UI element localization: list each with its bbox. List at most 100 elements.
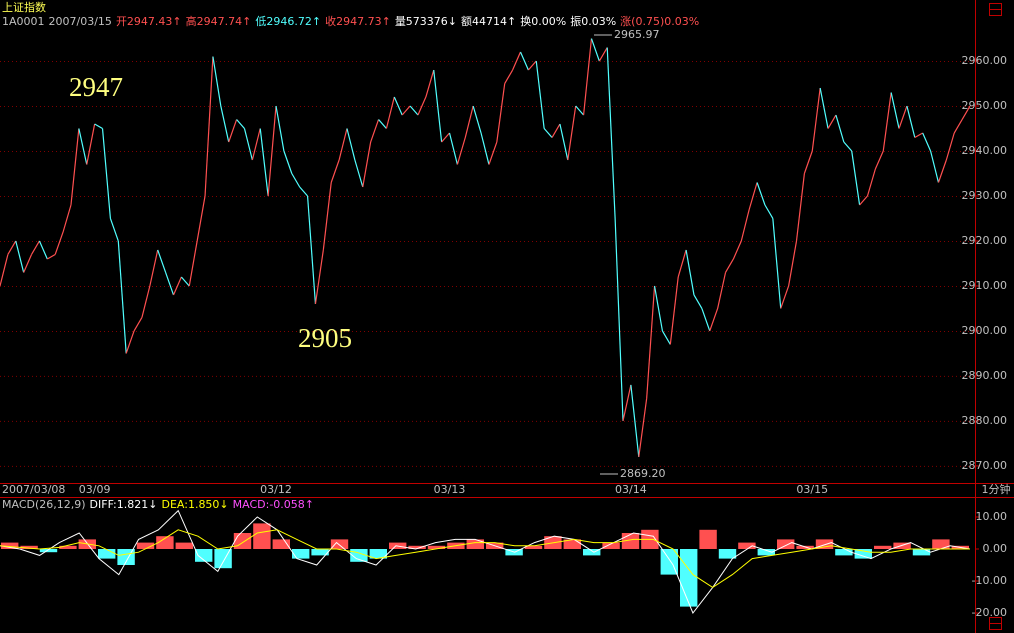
x-tick-label: 03/12: [260, 483, 292, 496]
price-segment: [551, 123, 561, 138]
price-segment: [740, 209, 750, 242]
price-segment: [890, 92, 900, 129]
macd-bar: [175, 542, 193, 549]
price-segment: [330, 159, 340, 183]
price-segment: [251, 128, 261, 161]
price-segment: [243, 128, 253, 161]
price-segment: [914, 132, 923, 139]
macd-bar: [777, 539, 795, 549]
y-tick-label: 10.00: [976, 510, 1008, 523]
y-tick-label: 2930.00: [962, 189, 1008, 202]
macd-bar: [136, 542, 155, 549]
price-segment: [204, 56, 214, 197]
price-segment: [677, 249, 687, 278]
price-segment: [906, 105, 916, 138]
price-segment: [882, 92, 892, 152]
price-segment: [275, 105, 285, 152]
macd-bar: [680, 549, 698, 607]
macd-bar: [738, 542, 756, 549]
price-segment: [827, 114, 837, 129]
price-segment: [306, 195, 317, 305]
price-segment: [322, 182, 332, 251]
price-segment: [196, 195, 206, 242]
macd-bar: [408, 545, 426, 549]
price-segment: [504, 69, 514, 84]
info-item: 收2947.73↑: [325, 14, 391, 28]
macd-bar: [253, 523, 271, 549]
price-segment: [582, 38, 593, 116]
macd-bar: [835, 549, 853, 556]
price-segment: [94, 123, 103, 130]
macd-bar: [20, 545, 38, 549]
x-tick-label: 03/15: [796, 483, 828, 496]
macd-bar: [369, 549, 387, 559]
y-tick-label: 0.00: [983, 542, 1008, 555]
price-segment: [109, 218, 119, 242]
price-segment: [598, 47, 608, 62]
price-segment: [370, 119, 380, 143]
price-segment: [756, 182, 766, 206]
price-segment: [811, 87, 821, 152]
annotation: 2869.20: [620, 467, 666, 480]
info-line: MACD(26,12,9) DIFF:1.821↓ DEA:1.850↓ MACD:-…: [2, 498, 314, 511]
chart-title: 上证指数: [2, 0, 46, 14]
price-segment: [709, 308, 719, 332]
y-tick-label: 2900.00: [962, 324, 1008, 337]
price-segment: [47, 253, 56, 260]
macd-bar: [98, 549, 116, 559]
price-segment: [338, 128, 348, 161]
price-segment: [788, 240, 798, 287]
price-segment: [101, 128, 112, 219]
price-segment: [228, 119, 238, 143]
price-segment: [23, 254, 33, 273]
info-item: 1A0001: [2, 15, 45, 28]
macd-bar: [602, 542, 620, 549]
price-segment: [283, 150, 293, 174]
y-tick-label: 2910.00: [962, 279, 1008, 292]
y-tick-label: 2960.00: [962, 54, 1008, 67]
price-segment: [732, 240, 742, 260]
price-segment: [937, 159, 947, 183]
macd-bar: [815, 539, 834, 549]
macd-bar: [1, 542, 19, 549]
price-segment: [614, 218, 624, 421]
info-item: DEA:1.850↓: [161, 498, 228, 511]
price-segment: [780, 285, 790, 309]
price-segment: [417, 96, 427, 116]
price-segment: [393, 96, 403, 116]
macd-bar: [932, 539, 950, 549]
price-segment: [401, 105, 411, 116]
macd-bar: [854, 549, 872, 559]
macd-bar: [699, 529, 717, 549]
annotation: 2947: [69, 72, 123, 102]
x-tick-label: 03/09: [79, 483, 111, 496]
price-segment: [859, 195, 868, 206]
y-tick-label: 2940.00: [962, 144, 1008, 157]
price-segment: [15, 240, 25, 273]
macd-bar: [874, 545, 892, 549]
price-segment: [535, 60, 545, 129]
price-segment: [472, 105, 482, 134]
price-segment: [575, 105, 585, 116]
price-segment: [117, 240, 127, 354]
info-item: 2007/03/15: [49, 15, 112, 28]
info-item: 低2946.72↑: [255, 15, 321, 28]
price-segment: [835, 114, 845, 143]
annotation: 2905: [298, 323, 352, 353]
price-segment: [86, 123, 96, 165]
price-segment: [172, 276, 182, 296]
price-segment: [157, 249, 167, 273]
macd-bar: [330, 539, 349, 549]
price-segment: [480, 132, 490, 165]
price-segment: [961, 105, 971, 120]
x-tick-label: 03/14: [615, 483, 647, 496]
price-segment: [661, 330, 671, 345]
macd-bar: [39, 549, 58, 553]
y-tick-label: 2870.00: [962, 459, 1008, 472]
x-tick-label: 2007/03/08: [2, 483, 65, 496]
price-segment: [843, 141, 853, 152]
price-segment: [354, 159, 364, 188]
price-segment: [441, 132, 450, 143]
